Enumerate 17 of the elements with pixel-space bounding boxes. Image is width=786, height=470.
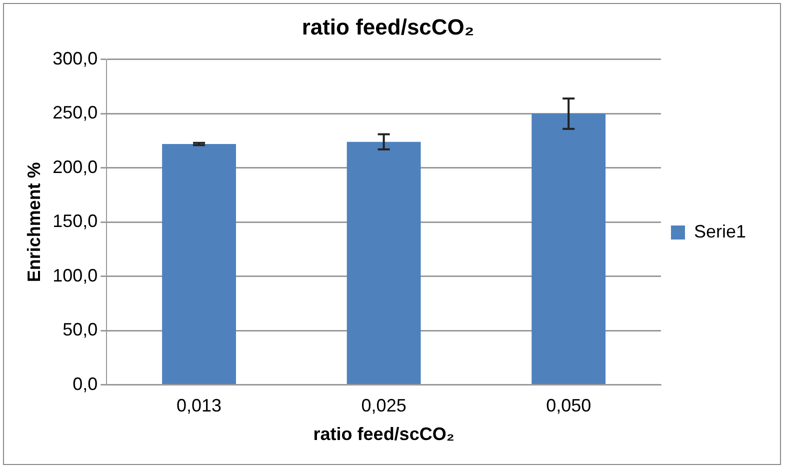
y-tick-label: 100,0 xyxy=(52,265,98,286)
y-tick-label: 300,0 xyxy=(52,48,98,68)
legend-label: Serie1 xyxy=(694,221,746,242)
x-tick-label: 0,025 xyxy=(361,396,406,416)
y-tick-label: 150,0 xyxy=(52,211,98,232)
chart-title: ratio feed/scCO₂ xyxy=(302,14,474,40)
x-tick-label: 0,013 xyxy=(176,396,222,416)
y-tick-label: 50,0 xyxy=(62,320,98,340)
x-tick-label: 0,050 xyxy=(546,396,592,416)
y-axis-title: Enrichment % xyxy=(24,162,44,282)
bar xyxy=(532,114,606,384)
bar xyxy=(162,144,236,384)
x-axis-title: ratio feed/scCO₂ xyxy=(313,424,454,444)
y-tick-label: 250,0 xyxy=(52,102,98,123)
y-tick-label: 200,0 xyxy=(52,156,98,177)
y-tick-label: 0,0 xyxy=(72,374,98,394)
bar xyxy=(346,142,421,384)
